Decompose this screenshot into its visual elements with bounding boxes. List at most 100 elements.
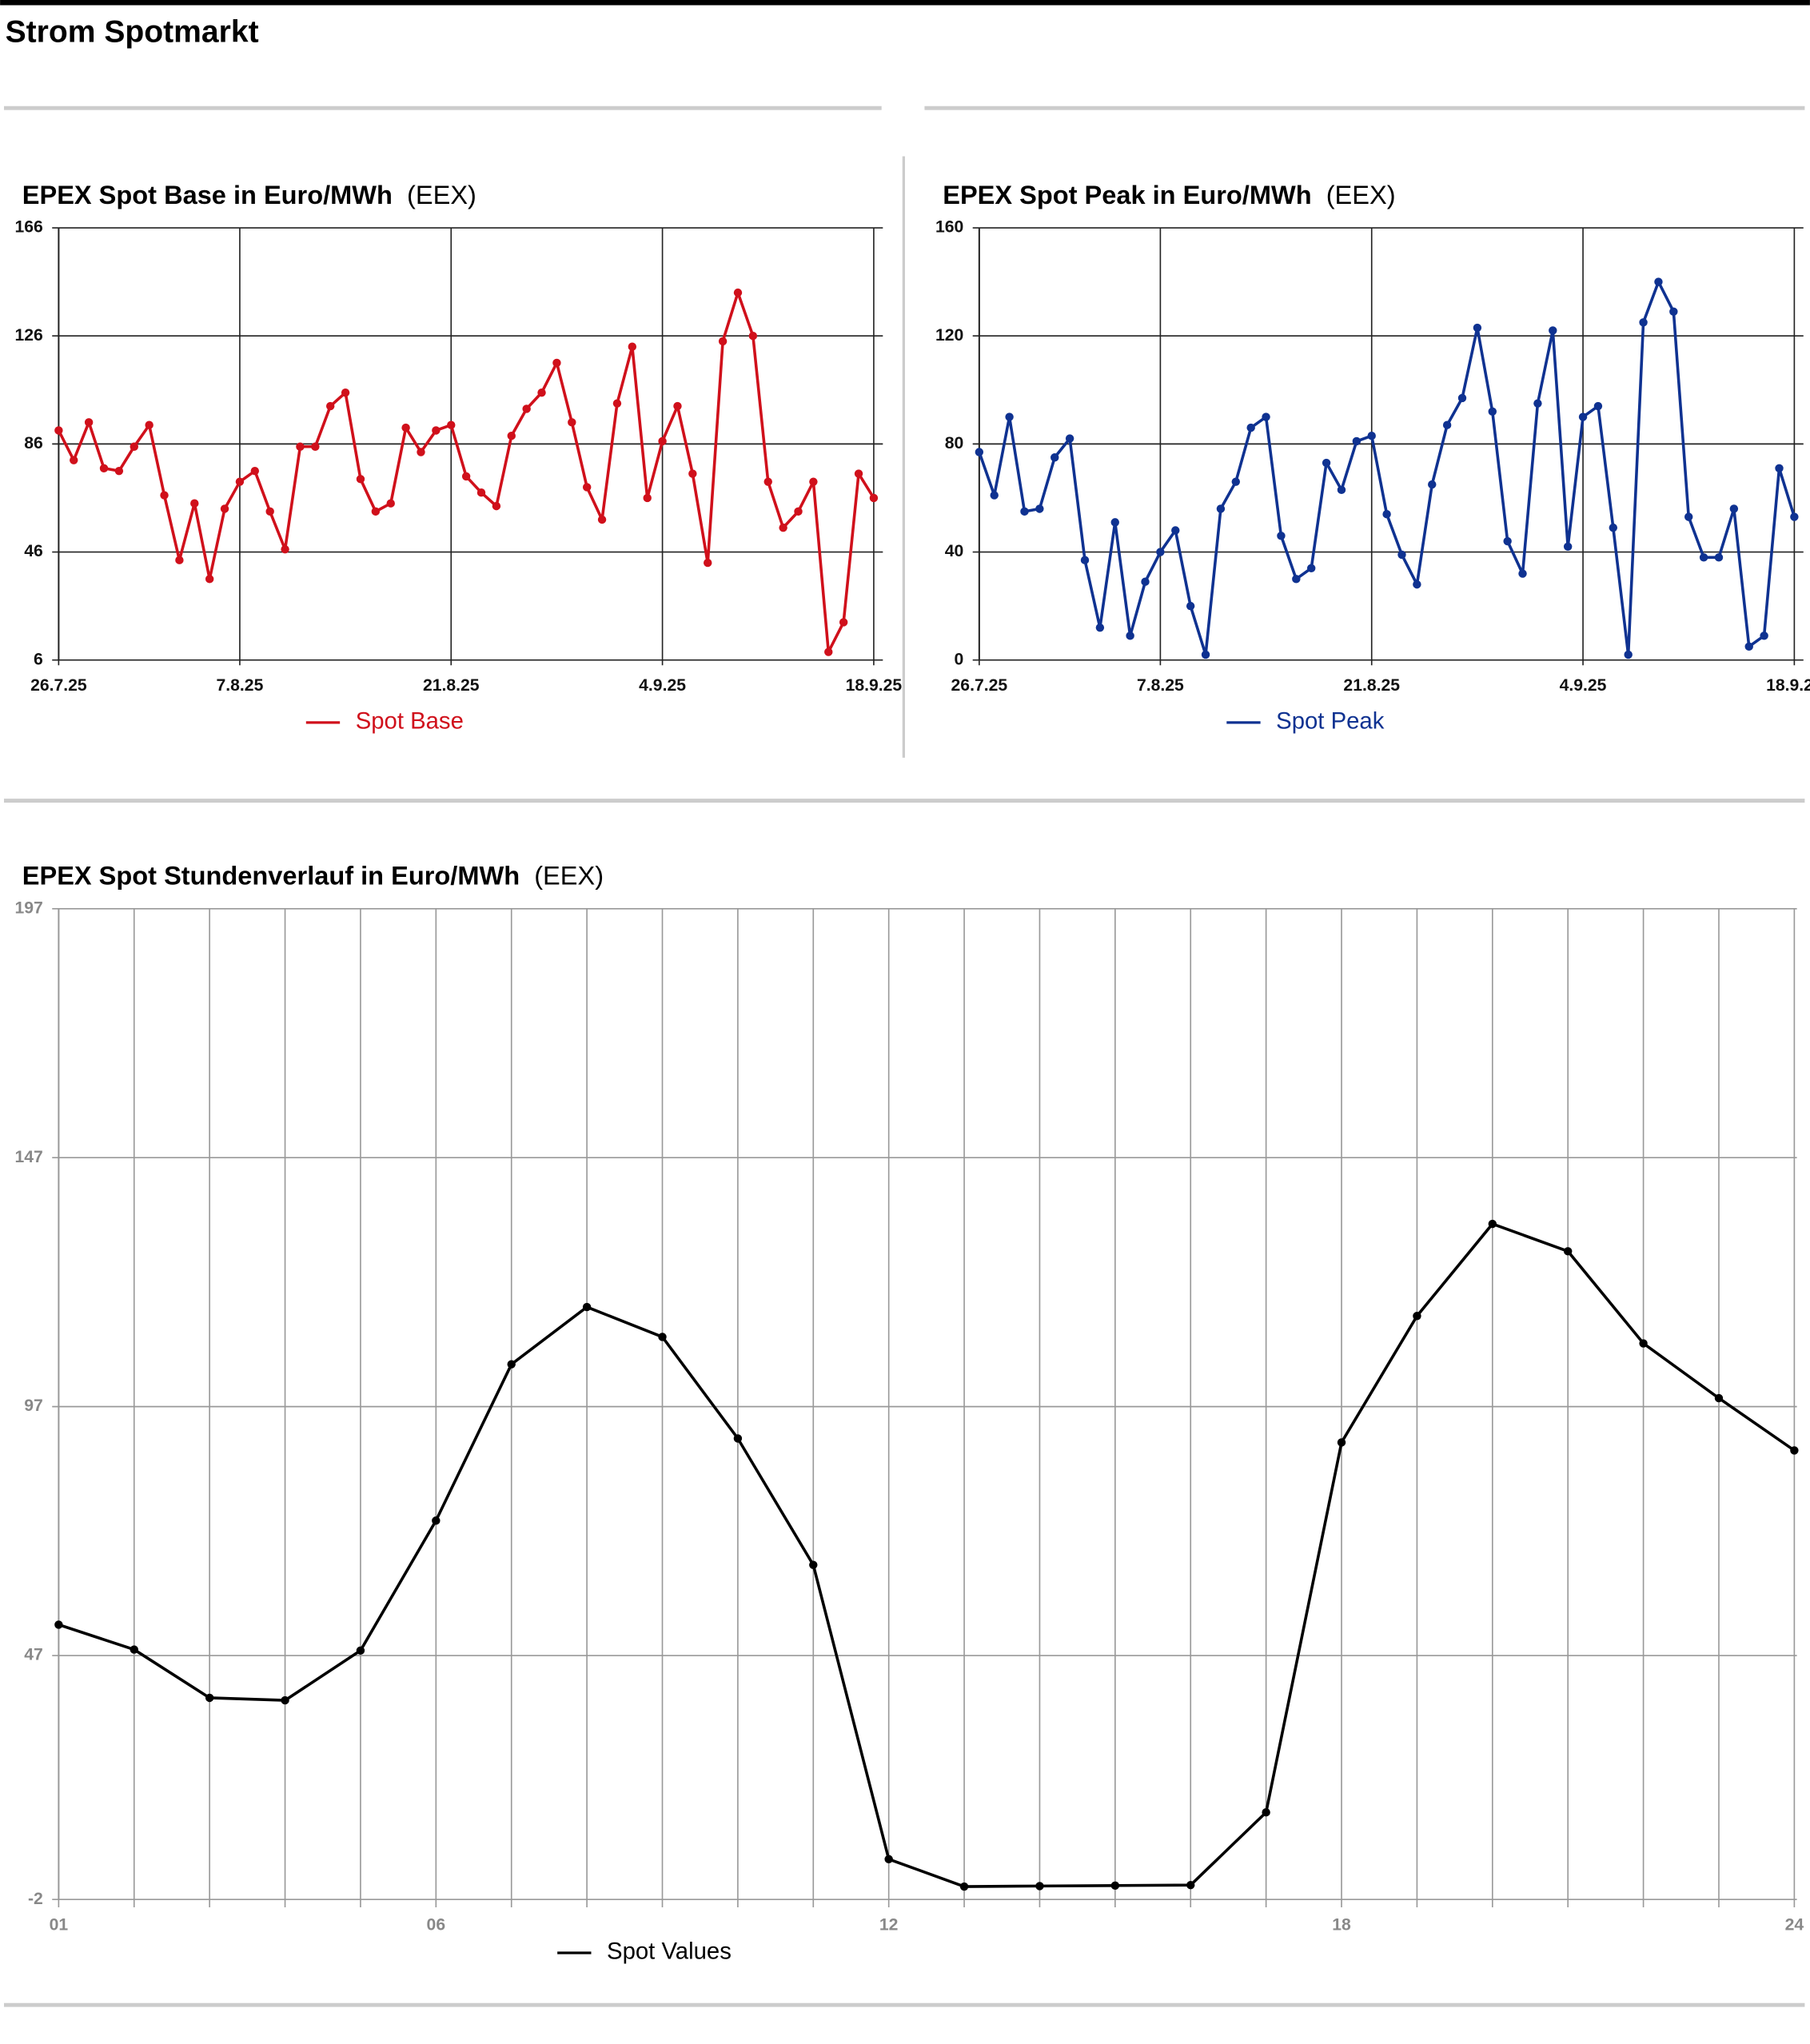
data-point xyxy=(1699,553,1708,562)
data-point xyxy=(1126,632,1134,640)
y-tick-label: 97 xyxy=(24,1397,43,1415)
data-point xyxy=(1051,453,1059,462)
data-point xyxy=(1473,323,1482,333)
data-point xyxy=(1382,510,1391,519)
legend-label: Spot Peak xyxy=(1276,708,1385,735)
series-line xyxy=(58,1222,1796,1888)
data-point xyxy=(281,544,289,554)
y-tick-label: 120 xyxy=(935,326,963,345)
data-point xyxy=(130,442,138,451)
x-tick-label: 18.9.25 xyxy=(846,676,903,695)
x-tick-label: 24 xyxy=(1785,1915,1804,1934)
data-point xyxy=(1337,485,1346,495)
x-tick-label: 06 xyxy=(427,1915,446,1934)
chart-title: EPEX Spot Base in Euro/MWh (EEX) xyxy=(22,181,476,209)
data-point xyxy=(476,488,486,497)
data-point xyxy=(326,401,335,411)
data-point xyxy=(990,491,999,500)
data-point xyxy=(507,432,516,440)
data-point xyxy=(281,1695,289,1705)
data-point xyxy=(1110,518,1119,527)
data-point xyxy=(1790,1446,1799,1455)
data-point xyxy=(763,477,772,486)
y-tick-label: 126 xyxy=(15,326,43,345)
data-point xyxy=(145,420,153,429)
data-point xyxy=(975,448,984,456)
chart-title: EPEX Spot Peak in Euro/MWh (EEX) xyxy=(943,181,1395,209)
data-point xyxy=(1714,553,1724,562)
y-tick-label: 86 xyxy=(24,434,43,452)
data-point xyxy=(658,1333,667,1341)
data-point xyxy=(1367,432,1376,440)
title-source: (EEX) xyxy=(407,181,476,209)
data-point xyxy=(432,1516,441,1525)
data-point xyxy=(1352,436,1361,446)
data-point xyxy=(1744,642,1753,651)
data-point xyxy=(718,337,728,346)
data-point xyxy=(1095,623,1105,632)
data-point xyxy=(356,1646,365,1656)
data-point xyxy=(1080,556,1090,564)
y-tick-label: 166 xyxy=(15,218,43,237)
x-tick-label: 18.9.25 xyxy=(1766,676,1810,695)
data-point xyxy=(1729,504,1739,513)
data-point xyxy=(688,469,697,478)
data-point xyxy=(84,418,94,427)
data-point xyxy=(160,491,169,500)
legend-label: Spot Base xyxy=(356,708,464,735)
data-point xyxy=(220,504,229,513)
top-bar xyxy=(0,0,1810,6)
data-point xyxy=(658,436,667,446)
data-point xyxy=(794,507,803,516)
legend-label: Spot Values xyxy=(607,1938,732,1965)
data-point xyxy=(1549,326,1557,335)
data-point xyxy=(265,507,274,516)
data-point xyxy=(1760,632,1768,640)
data-point xyxy=(1322,458,1331,468)
data-point xyxy=(190,499,199,508)
data-point xyxy=(869,493,879,503)
data-point xyxy=(1442,420,1452,429)
data-point xyxy=(537,388,546,397)
x-tick-label: 7.8.25 xyxy=(217,676,264,695)
data-point xyxy=(1624,650,1633,659)
data-point xyxy=(461,472,471,481)
x-tick-label: 18 xyxy=(1332,1915,1351,1934)
data-point xyxy=(779,523,787,532)
data-point xyxy=(1171,526,1180,535)
x-tick-label: 4.9.25 xyxy=(639,676,686,695)
data-point xyxy=(1775,464,1784,473)
y-tick-label: 80 xyxy=(945,434,964,452)
data-point xyxy=(356,475,365,484)
data-point xyxy=(114,466,124,476)
data-point xyxy=(1413,1312,1421,1321)
data-point xyxy=(839,618,848,627)
data-point xyxy=(432,426,441,435)
y-tick-label: 40 xyxy=(945,542,964,560)
data-point xyxy=(733,1434,743,1443)
data-point xyxy=(1231,477,1241,486)
data-point xyxy=(1020,507,1029,516)
data-point xyxy=(1246,423,1255,432)
y-tick-label: 147 xyxy=(15,1148,43,1166)
data-point xyxy=(1488,1219,1497,1229)
data-point xyxy=(1156,548,1165,556)
data-point xyxy=(1790,512,1799,521)
data-point xyxy=(447,420,456,429)
data-point xyxy=(568,418,576,427)
data-point xyxy=(1518,569,1527,578)
y-tick-label: 197 xyxy=(15,898,43,917)
data-point xyxy=(1639,318,1648,327)
data-point xyxy=(1035,1882,1044,1891)
title-source: (EEX) xyxy=(1326,181,1396,209)
data-point xyxy=(341,388,350,397)
data-point xyxy=(54,1620,63,1629)
data-point xyxy=(1292,575,1301,584)
data-point xyxy=(1186,601,1195,611)
data-point xyxy=(1186,1880,1195,1890)
data-point xyxy=(1578,412,1588,421)
y-tick-label: 46 xyxy=(24,542,43,560)
data-point xyxy=(597,515,607,524)
data-point xyxy=(205,575,214,584)
data-point xyxy=(1503,536,1512,546)
